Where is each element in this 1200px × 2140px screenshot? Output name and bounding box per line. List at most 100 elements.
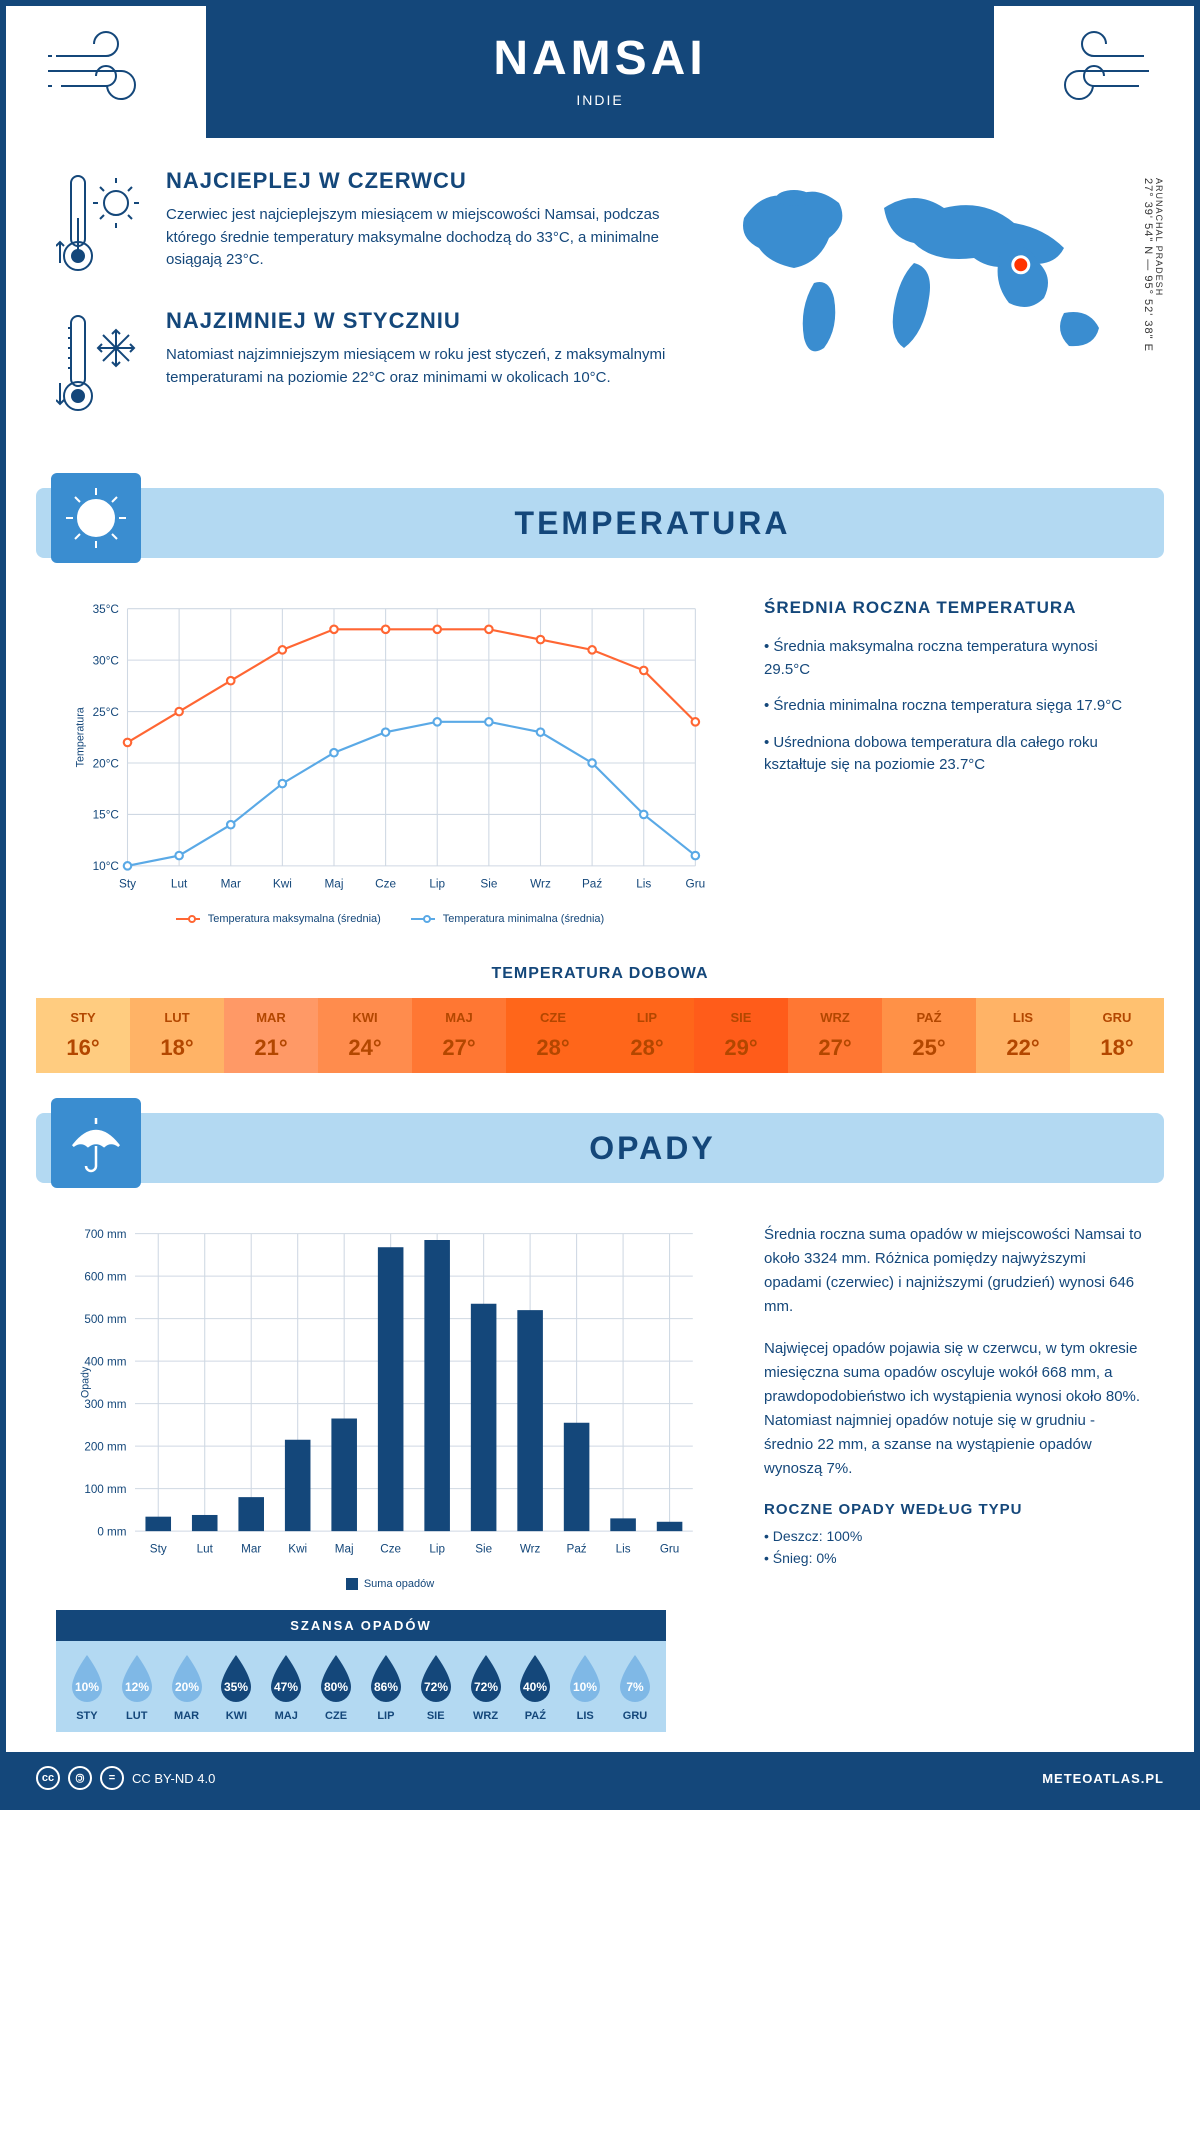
svg-text:Maj: Maj [325, 877, 344, 890]
temperature-legend: Temperatura maksymalna (średnia)Temperat… [56, 913, 724, 925]
legend-item: Temperatura minimalna (średnia) [411, 913, 604, 925]
thermometer-snow-icon [56, 308, 146, 418]
precip-type-item: • Deszcz: 100% [764, 1528, 1144, 1544]
coldest-fact: NAJZIMNIEJ W STYCZNIU Natomiast najzimni… [56, 308, 674, 423]
svg-text:40%: 40% [523, 1680, 547, 1694]
chance-cell: 10% LIS [560, 1653, 610, 1722]
svg-text:72%: 72% [424, 1680, 448, 1694]
svg-text:200 mm: 200 mm [84, 1440, 126, 1453]
warmest-title: NAJCIEPLEJ W CZERWCU [166, 168, 674, 194]
svg-text:100 mm: 100 mm [84, 1483, 126, 1496]
svg-text:Lip: Lip [429, 1542, 445, 1555]
svg-text:Wrz: Wrz [520, 1542, 541, 1555]
temperature-line-chart: 10°C15°C20°C25°C30°C35°CStyLutMarKwiMajC… [56, 598, 724, 925]
svg-text:20%: 20% [175, 1680, 199, 1694]
coldest-title: NAJZIMNIEJ W STYCZNIU [166, 308, 674, 334]
svg-text:Temperatura: Temperatura [75, 707, 87, 767]
svg-text:Opady: Opady [79, 1366, 91, 1398]
svg-text:10%: 10% [573, 1680, 597, 1694]
precip-legend-label: Suma opadów [364, 1578, 434, 1590]
svg-text:600 mm: 600 mm [84, 1270, 126, 1283]
region-name: ARUNACHAL PRADESH [1154, 178, 1164, 348]
raindrop-icon: 72% [415, 1653, 457, 1705]
svg-text:Cze: Cze [375, 877, 396, 890]
temp-info-item: • Średnia minimalna roczna temperatura s… [764, 695, 1144, 718]
temp-table-cell: MAR21° [224, 998, 318, 1073]
temp-table-cell: SIE29° [694, 998, 788, 1073]
raindrop-icon: 20% [166, 1653, 208, 1705]
svg-text:Mar: Mar [221, 877, 241, 890]
wind-icon [1034, 26, 1154, 116]
temp-table-cell: KWI24° [318, 998, 412, 1073]
svg-text:Gru: Gru [660, 1542, 679, 1555]
svg-text:Sty: Sty [119, 877, 136, 890]
header-decor-left [6, 6, 206, 136]
chance-cell: 72% SIE [411, 1653, 461, 1722]
precip-para-1: Średnia roczna suma opadów w miejscowośc… [764, 1223, 1144, 1319]
svg-text:25°C: 25°C [93, 706, 120, 719]
daily-temp-title: TEMPERATURA DOBOWA [6, 965, 1194, 983]
svg-text:Lut: Lut [197, 1542, 214, 1555]
temperature-title: TEMPERATURA [141, 505, 1164, 542]
chance-cell: 40% PAŹ [510, 1653, 560, 1722]
svg-text:20°C: 20°C [93, 757, 120, 770]
svg-text:Wrz: Wrz [530, 877, 551, 890]
chance-cell: 72% WRZ [461, 1653, 511, 1722]
cc-icon: cc [36, 1766, 60, 1790]
chance-title: SZANSA OPADÓW [56, 1610, 666, 1641]
svg-text:30°C: 30°C [93, 654, 120, 667]
svg-text:500 mm: 500 mm [84, 1313, 126, 1326]
svg-text:Kwi: Kwi [273, 877, 292, 890]
thermometer-sun-icon [56, 168, 146, 278]
temp-table-cell: LUT18° [130, 998, 224, 1073]
svg-text:Paź: Paź [582, 877, 602, 890]
coords-text: 27° 39' 54" N — 95° 52' 38" E [1142, 178, 1154, 352]
raindrop-icon: 12% [116, 1653, 158, 1705]
svg-text:Sie: Sie [475, 1542, 492, 1555]
precipitation-title: OPADY [141, 1130, 1164, 1167]
raindrop-icon: 35% [215, 1653, 257, 1705]
nd-icon: = [100, 1766, 124, 1790]
raindrop-icon: 10% [564, 1653, 606, 1705]
svg-text:Cze: Cze [380, 1542, 401, 1555]
sun-icon [61, 483, 131, 553]
title-banner: NAMSAI INDIE [206, 6, 994, 138]
raindrop-icon: 80% [315, 1653, 357, 1705]
footer-brand: METEOATLAS.PL [1042, 1771, 1164, 1786]
chance-cell: 7% GRU [610, 1653, 660, 1722]
location-marker [1013, 257, 1029, 273]
avg-temp-title: ŚREDNIA ROCZNA TEMPERATURA [764, 598, 1144, 618]
svg-text:35%: 35% [224, 1680, 248, 1694]
infographic-page: NAMSAI INDIE [0, 0, 1200, 1810]
chance-cell: 10% STY [62, 1653, 112, 1722]
svg-text:Lut: Lut [171, 877, 188, 890]
svg-text:Maj: Maj [335, 1542, 354, 1555]
header-decor-right [994, 6, 1194, 136]
svg-text:80%: 80% [324, 1680, 348, 1694]
svg-text:300 mm: 300 mm [84, 1398, 126, 1411]
temp-table-cell: LIS22° [976, 998, 1070, 1073]
svg-text:7%: 7% [626, 1680, 644, 1694]
svg-text:Kwi: Kwi [288, 1542, 307, 1555]
svg-text:72%: 72% [474, 1680, 498, 1694]
temp-table-cell: CZE28° [506, 998, 600, 1073]
raindrop-icon: 72% [465, 1653, 507, 1705]
world-map [704, 168, 1144, 388]
svg-text:15°C: 15°C [93, 809, 120, 822]
temp-table-cell: MAJ27° [412, 998, 506, 1073]
intro-section: NAJCIEPLEJ W CZERWCU Czerwiec jest najci… [6, 138, 1194, 468]
by-icon: 🄯 [68, 1766, 92, 1790]
temp-table-cell: WRZ27° [788, 998, 882, 1073]
precipitation-chance-table: SZANSA OPADÓW 10% STY 12% LUT 20% MAR 35… [56, 1610, 666, 1732]
coordinates: ARUNACHAL PRADESH 27° 39' 54" N — 95° 52… [1142, 178, 1164, 352]
precipitation-section-header: OPADY [36, 1113, 1164, 1183]
svg-text:10%: 10% [75, 1680, 99, 1694]
chance-cell: 20% MAR [162, 1653, 212, 1722]
precipitation-info: Średnia roczna suma opadów w miejscowośc… [764, 1223, 1144, 1590]
temperature-info: ŚREDNIA ROCZNA TEMPERATURA • Średnia mak… [764, 598, 1144, 925]
temp-info-item: • Średnia maksymalna roczna temperatura … [764, 636, 1144, 681]
daily-temp-table: STY16°LUT18°MAR21°KWI24°MAJ27°CZE28°LIP2… [36, 998, 1164, 1073]
country-name: INDIE [226, 92, 974, 108]
precipitation-bar-chart: 0 mm100 mm200 mm300 mm400 mm500 mm600 mm… [56, 1223, 724, 1590]
city-name: NAMSAI [226, 31, 974, 86]
